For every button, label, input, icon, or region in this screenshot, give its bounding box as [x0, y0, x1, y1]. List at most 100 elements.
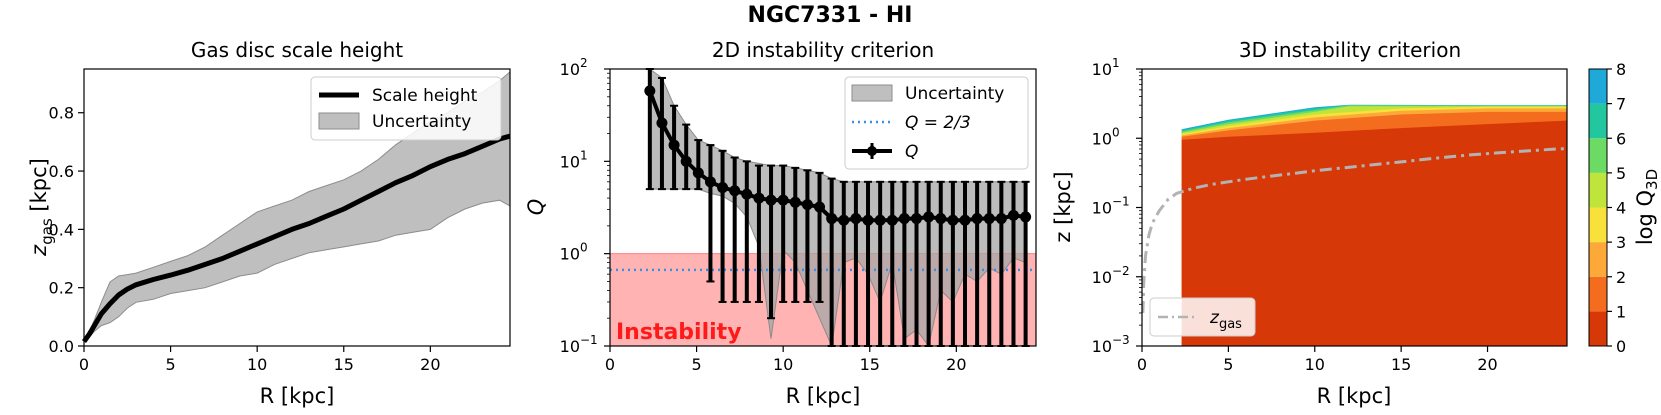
panel3-legend-zgas: zgas — [1209, 308, 1242, 332]
panel3-frame — [1141, 68, 1568, 347]
colorbar-tick-label: 3 — [1616, 233, 1626, 252]
panel3-ytick-exponent: −3 — [1112, 333, 1130, 347]
colorbar-frame — [1588, 68, 1608, 347]
panel3-ytick-exponent: −1 — [1112, 195, 1130, 209]
panel3-ytick-exponent: 1 — [1112, 56, 1120, 70]
panel2-ytick-exponent: 0 — [580, 241, 588, 255]
panel-scale-height: Gas disc scale height 0 5 10 15 20 0.0 0.2 0.4… — [27, 38, 511, 408]
panel2-ytick-label: 10 — [560, 245, 580, 264]
panel2-ytick-label: 10 — [560, 152, 580, 171]
panel2-q-point — [923, 211, 935, 223]
panel2-q-point — [717, 182, 729, 194]
panel2-q-point — [995, 213, 1007, 225]
colorbar-tick-label: 1 — [1616, 302, 1626, 321]
panel2-title: 2D instability criterion — [712, 38, 934, 62]
panel2-x-label: R [kpc] — [786, 384, 861, 408]
colorbar-tick-label: 5 — [1616, 164, 1626, 183]
panel3-contour-layer — [1181, 104, 1567, 347]
panel2-q-point — [765, 194, 777, 206]
panel1-legend-scale-height: Scale height — [372, 86, 478, 106]
panel2-q-point — [741, 188, 753, 200]
panel3-title: 3D instability criterion — [1239, 38, 1461, 62]
panel3-ytick-label: 10 — [1092, 60, 1112, 79]
panel2-q-point — [656, 117, 668, 129]
colorbar-tick-label: 0 — [1616, 337, 1626, 356]
panel2-q-point — [789, 196, 801, 208]
panel3-xtick-label: 0 — [1137, 355, 1147, 374]
panel3-x-label: R [kpc] — [1317, 384, 1392, 408]
panel2-q-point — [1007, 209, 1019, 221]
panel2-q-point — [777, 194, 789, 206]
panel2-ytick-label: 10 — [560, 337, 580, 356]
panel1-legend: Scale height Uncertainty — [310, 76, 502, 141]
panel1-xtick-label: 10 — [247, 355, 267, 374]
panel2-q-point — [680, 155, 692, 167]
colorbar-tick-label: 8 — [1616, 60, 1626, 79]
panel-3d-instability: 3D instability criterion 0 5 10 15 20 10 −310… — [1051, 38, 1661, 408]
panel-2d-instability: 2D instability criterion 0 5 10 15 20 10 −110… — [524, 38, 1037, 408]
panel2-q-point — [959, 214, 971, 226]
panel2-frame — [609, 68, 1037, 347]
panel1-xtick-label: 15 — [334, 355, 354, 374]
panel1-x-ticks: 0 5 10 15 20 — [79, 346, 441, 374]
panel3-zgas-line — [1141, 147, 1568, 314]
panel2-xtick-label: 20 — [946, 355, 966, 374]
panel3-ytick-label: 10 — [1092, 337, 1112, 356]
panel3-ytick-exponent: 0 — [1112, 125, 1120, 139]
panel2-xtick-label: 15 — [860, 355, 880, 374]
panel1-ytick-label: 0.8 — [49, 104, 74, 123]
panel3-xtick-label: 20 — [1477, 355, 1497, 374]
panel3-ytick-label: 10 — [1092, 268, 1112, 287]
panel3-zgas-layer — [1141, 147, 1568, 314]
panel3-legend: zgas — [1149, 297, 1256, 337]
colorbar-segment-6 — [1589, 103, 1607, 139]
panel1-scale-height-line — [81, 133, 511, 344]
panel3-xtick-label: 10 — [1305, 355, 1325, 374]
panel1-x-label: R [kpc] — [260, 384, 335, 408]
panel1-legend-uncertainty: Uncertainty — [372, 112, 471, 132]
panel1-xtick-label: 20 — [420, 355, 440, 374]
panel2-x-ticks: 0 5 10 15 20 — [605, 346, 967, 374]
panel1-title: Gas disc scale height — [191, 38, 403, 62]
panel2-q-point — [850, 213, 862, 225]
colorbar-segment-3 — [1589, 207, 1607, 243]
panel2-q-point — [668, 139, 680, 151]
colorbar-segment-7 — [1589, 69, 1607, 104]
panel2-ytick-exponent: 2 — [580, 56, 588, 70]
colorbar-segment-0 — [1589, 311, 1607, 346]
panel2-q-point — [729, 185, 741, 197]
panel2-legend-q-marker — [867, 146, 877, 156]
panel2-q-point — [1020, 211, 1032, 223]
colorbar-segment-1 — [1589, 276, 1607, 312]
panel3-ytick-label: 10 — [1092, 129, 1112, 148]
panel1-ytick-label: 0.6 — [49, 162, 74, 181]
colorbar-label: log Q3D — [1633, 169, 1661, 245]
panel2-q-layer — [644, 85, 1032, 226]
panel1-frame — [83, 68, 511, 347]
panel1-legend-band-swatch — [318, 112, 360, 130]
panel2-ytick-exponent: 1 — [580, 148, 588, 162]
panel1-y-ticks: 0.0 0.2 0.4 0.6 0.8 — [49, 104, 84, 356]
panel2-legend-band-swatch — [851, 84, 893, 102]
panel3-ytick-exponent: −2 — [1112, 264, 1130, 278]
panel2-q-point — [911, 213, 923, 225]
panel2-q-point — [886, 214, 898, 226]
panel3-legend-box — [1149, 297, 1256, 337]
panel2-q-point — [801, 199, 813, 211]
panel3-xtick-label: 5 — [1223, 355, 1233, 374]
panel2-q-point — [971, 213, 983, 225]
panel1-ytick-label: 0.4 — [49, 220, 74, 239]
panel2-y-label: Q — [524, 199, 548, 216]
panel2-q-point — [826, 213, 838, 225]
panel2-q-point — [814, 201, 826, 213]
panel1-y-label: zgas [kpc] — [27, 158, 56, 257]
panel1-xtick-label: 5 — [165, 355, 175, 374]
panel3-colorbar — [1589, 69, 1607, 346]
panel2-q-point — [874, 214, 886, 226]
colorbar-tick-label: 7 — [1616, 95, 1626, 114]
panel2-q-point — [644, 85, 656, 97]
colorbar-segment-5 — [1589, 138, 1607, 173]
panel2-xtick-label: 5 — [691, 355, 701, 374]
panel2-instability-annotation: Instability — [616, 320, 742, 345]
